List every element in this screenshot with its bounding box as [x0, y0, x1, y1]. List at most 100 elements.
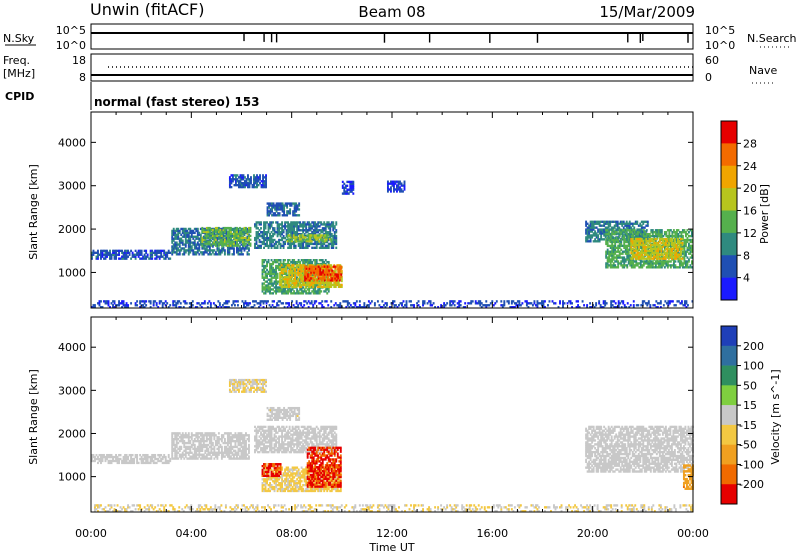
power-cell — [232, 227, 235, 231]
power-cell — [242, 244, 244, 247]
power-cell — [337, 277, 340, 280]
power-cell — [240, 185, 243, 189]
power-cell — [295, 285, 298, 289]
power-cell — [610, 302, 613, 305]
power-cell — [645, 260, 648, 263]
power-cell — [183, 251, 186, 254]
power-cell — [270, 282, 273, 285]
power-cell — [250, 306, 253, 309]
power-cell — [306, 264, 309, 268]
power-cell — [515, 302, 518, 305]
power-cell — [245, 178, 248, 181]
power-cell — [345, 300, 348, 303]
power-cell — [645, 236, 648, 239]
power-cell — [683, 258, 686, 261]
power-cell — [202, 242, 205, 245]
power-cell — [226, 247, 229, 250]
power-cell — [264, 276, 267, 279]
power-cell — [284, 288, 287, 291]
power-cell — [630, 260, 633, 263]
power-cell — [291, 281, 294, 285]
power-cell — [653, 231, 656, 234]
power-cell — [589, 224, 592, 227]
power-cell — [314, 269, 317, 272]
power-cell — [136, 300, 139, 303]
power-cell — [253, 183, 255, 187]
power-cell — [263, 266, 265, 270]
power-cell — [286, 240, 289, 243]
power-cell — [225, 244, 228, 247]
power-cell — [611, 258, 614, 261]
power-cell — [618, 252, 621, 255]
power-cell — [536, 300, 539, 303]
power-cell — [269, 227, 271, 230]
power-cell — [687, 244, 690, 248]
power-cell — [248, 183, 251, 187]
power-cell — [288, 270, 291, 273]
power-cell — [191, 300, 194, 303]
power-cell — [256, 178, 258, 181]
power-cell — [220, 232, 223, 236]
power-cell — [367, 300, 370, 303]
power-cell — [642, 239, 645, 243]
power-cell — [292, 210, 295, 213]
power-cell — [666, 247, 669, 251]
power-cell — [606, 262, 609, 265]
power-cell — [166, 253, 169, 256]
power-cell — [254, 180, 257, 183]
power-cell — [240, 238, 243, 241]
power-cell — [274, 212, 277, 215]
power-cell — [585, 232, 588, 235]
power-cell — [263, 292, 265, 295]
power-cell — [652, 243, 655, 247]
power-cell — [645, 229, 648, 232]
power-cell — [186, 231, 189, 235]
power-cell — [623, 231, 626, 234]
power-cell — [679, 253, 682, 256]
power-cell — [172, 247, 175, 250]
power-cell — [143, 255, 146, 258]
power-cell — [326, 265, 329, 268]
power-cell — [332, 236, 335, 240]
power-cell — [208, 236, 211, 240]
power-cell — [605, 232, 608, 236]
power-cell — [657, 247, 660, 251]
power-cell — [630, 231, 633, 234]
power-cell — [632, 262, 635, 265]
power-cell — [311, 232, 314, 236]
power-cell — [658, 243, 661, 247]
power-cell — [178, 249, 181, 252]
power-cell — [603, 234, 606, 237]
power-cell — [288, 242, 291, 246]
power-cell — [660, 262, 663, 265]
power-cell — [190, 249, 193, 252]
power-cell — [199, 243, 202, 246]
power-cell — [637, 243, 640, 247]
power-cell — [337, 271, 340, 274]
power-cell — [293, 290, 296, 293]
power-cell — [308, 290, 311, 293]
power-cell — [264, 238, 267, 242]
power-cell — [256, 183, 258, 187]
power-cell — [229, 242, 232, 245]
power-cell — [311, 242, 314, 246]
power-cell — [272, 202, 275, 205]
power-cell — [673, 253, 676, 256]
power-cell — [308, 279, 311, 282]
power-cell — [603, 232, 606, 235]
power-cell — [193, 227, 196, 231]
power-cell — [297, 304, 300, 307]
power-cell — [630, 266, 633, 269]
power-cell — [630, 241, 633, 245]
power-cell — [632, 229, 635, 232]
power-cell — [154, 253, 157, 256]
power-cell — [222, 242, 225, 245]
power-cell — [275, 282, 278, 285]
power-cell — [175, 229, 178, 233]
power-cell — [299, 292, 302, 295]
power-cell — [134, 302, 137, 305]
power-cell — [338, 265, 341, 268]
power-cell — [402, 306, 405, 309]
power-cell — [172, 249, 175, 252]
